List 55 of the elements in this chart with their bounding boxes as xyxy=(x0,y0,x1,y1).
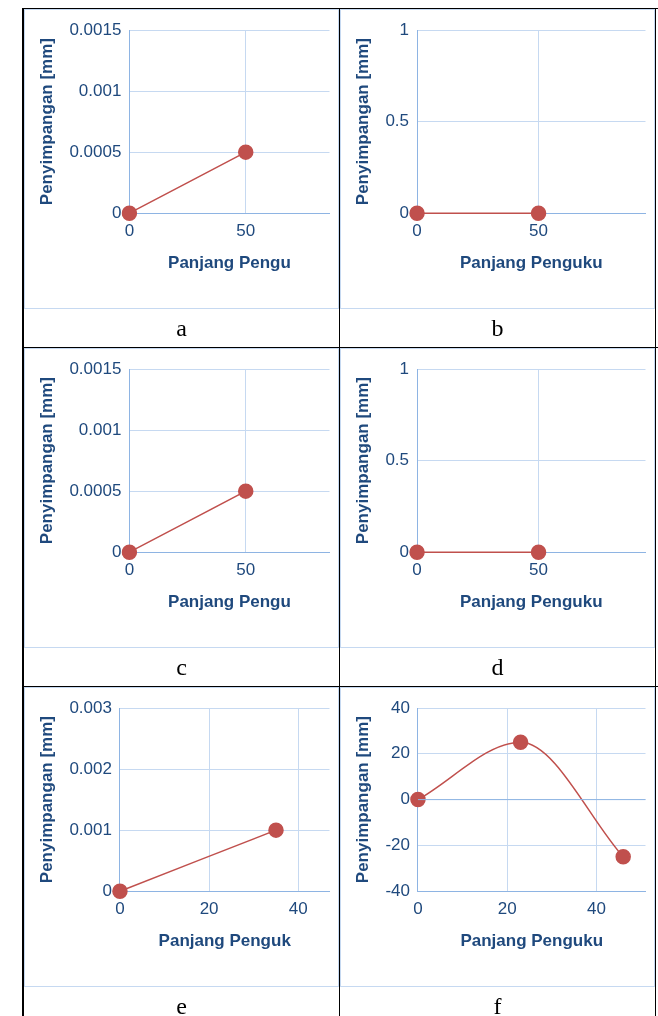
x-tick-label: 50 xyxy=(236,221,256,241)
y-tick-label: 0 xyxy=(111,541,122,561)
y-tick-label: 0 xyxy=(399,202,410,222)
text: b xyxy=(490,314,505,343)
x-tick-label: 20 xyxy=(199,899,219,919)
y-tick-label: 1 xyxy=(399,358,410,378)
y-tick-label: 20 xyxy=(391,743,410,763)
point xyxy=(615,849,631,865)
x-tick-label: 40 xyxy=(288,899,308,919)
y-axis-title: Penyimpangan [mm] xyxy=(352,716,372,884)
x-axis-title: Panjang Penguku xyxy=(459,253,603,273)
text: f xyxy=(492,992,503,1016)
y-tick-label: 0 xyxy=(102,880,112,900)
y-axis-title: Penyimpangan [mm] xyxy=(36,38,56,206)
x-tick-label: 20 xyxy=(497,899,517,919)
y-tick-label: 0.5 xyxy=(385,111,410,131)
y-tick-label: 40 xyxy=(391,697,410,717)
y-tick-label: 0 xyxy=(400,789,410,809)
x-tick-label: 0 xyxy=(413,899,423,919)
y-tick-label: -40 xyxy=(385,880,410,900)
x-tick-label: 50 xyxy=(529,221,549,241)
text: c xyxy=(175,653,188,682)
text: a xyxy=(175,314,188,343)
x-tick-label: 0 xyxy=(124,560,135,580)
y-axis-title: Penyimpangan [mm] xyxy=(36,377,56,545)
y-tick-label: 0.002 xyxy=(69,758,112,778)
x-axis-title: Panjang Pengu xyxy=(168,253,291,273)
y-tick-label: 0 xyxy=(399,541,410,561)
y-tick-label: 0.003 xyxy=(69,697,112,717)
y-tick-label: 1 xyxy=(399,19,410,39)
x-axis-title: Panjang Penguku xyxy=(459,592,603,612)
x-axis-title: Panjang Pengu xyxy=(168,592,291,612)
y-axis-title: Penyimpangan [mm] xyxy=(352,377,372,545)
x-axis-title: Panjang Penguk xyxy=(158,931,292,951)
y-tick-label: 0.0005 xyxy=(69,141,122,161)
y-axis-title: Penyimpangan [mm] xyxy=(36,716,56,884)
x-tick-label: 0 xyxy=(124,221,135,241)
y-tick-label: 0 xyxy=(111,202,122,222)
y-axis-title: Penyimpangan [mm] xyxy=(352,38,372,206)
y-tick-label: 0.0005 xyxy=(69,480,122,500)
text: e xyxy=(175,992,188,1016)
x-tick-label: 40 xyxy=(586,899,606,919)
y-tick-label: 0.0015 xyxy=(69,19,122,39)
y-tick-label: 0.0015 xyxy=(69,358,122,378)
y-tick-label: 0.001 xyxy=(78,80,122,100)
y-tick-label: -20 xyxy=(385,835,410,855)
y-tick-label: 0.5 xyxy=(385,450,410,470)
point xyxy=(512,734,529,751)
point xyxy=(410,791,426,808)
x-axis-title: Panjang Penguku xyxy=(460,931,604,951)
text: d xyxy=(490,653,505,682)
y-tick-label: 0.001 xyxy=(69,819,112,839)
x-tick-label: 50 xyxy=(236,560,256,580)
y-tick-label: 0.001 xyxy=(78,419,122,439)
x-tick-label: 50 xyxy=(529,560,549,580)
